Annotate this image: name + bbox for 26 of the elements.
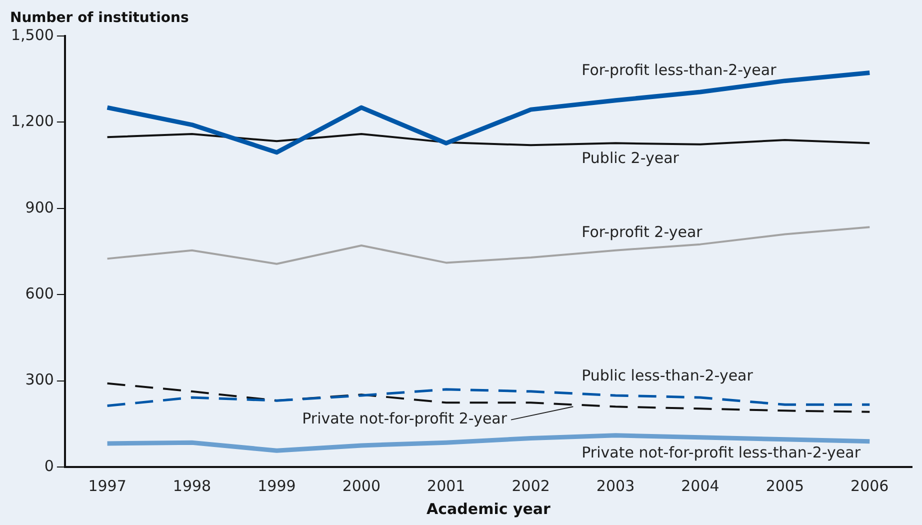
x-tick-label: 1998 <box>172 476 212 495</box>
y-axis-title: Number of institutions <box>10 10 189 26</box>
x-tick-label: 1997 <box>88 476 126 495</box>
x-tick-label: 2005 <box>766 476 804 495</box>
series-label: For-profit 2-year <box>582 223 704 242</box>
x-tick-label: 2000 <box>342 476 381 495</box>
x-axis-title: Academic year <box>426 500 552 518</box>
series-label: Public 2-year <box>582 148 680 167</box>
series-label: Private not-for-profit 2-year <box>302 410 508 428</box>
x-tick-label: 2004 <box>681 476 720 495</box>
x-tick-label: 2001 <box>427 476 466 495</box>
x-tick-label: 1999 <box>258 476 296 495</box>
y-tick-label: 900 <box>25 198 54 216</box>
x-tick-label: 2006 <box>850 476 889 495</box>
y-tick-label: 300 <box>25 370 54 389</box>
line-series <box>106 382 871 413</box>
x-tick-label: 2002 <box>512 476 550 495</box>
series-label: Public less-than-2-year <box>582 366 754 385</box>
y-tick-label: 1,500 <box>10 26 54 44</box>
line-series <box>106 388 871 408</box>
y-tick-label: 600 <box>25 284 54 302</box>
y-tick-label: 0 <box>44 456 54 475</box>
y-tick-label: 1,200 <box>10 112 54 130</box>
series-label: For-profit less-than-2-year <box>582 60 778 79</box>
x-tick-label: 2003 <box>596 476 635 495</box>
series-label: Private not-for-profit less-than-2-year <box>582 443 862 462</box>
